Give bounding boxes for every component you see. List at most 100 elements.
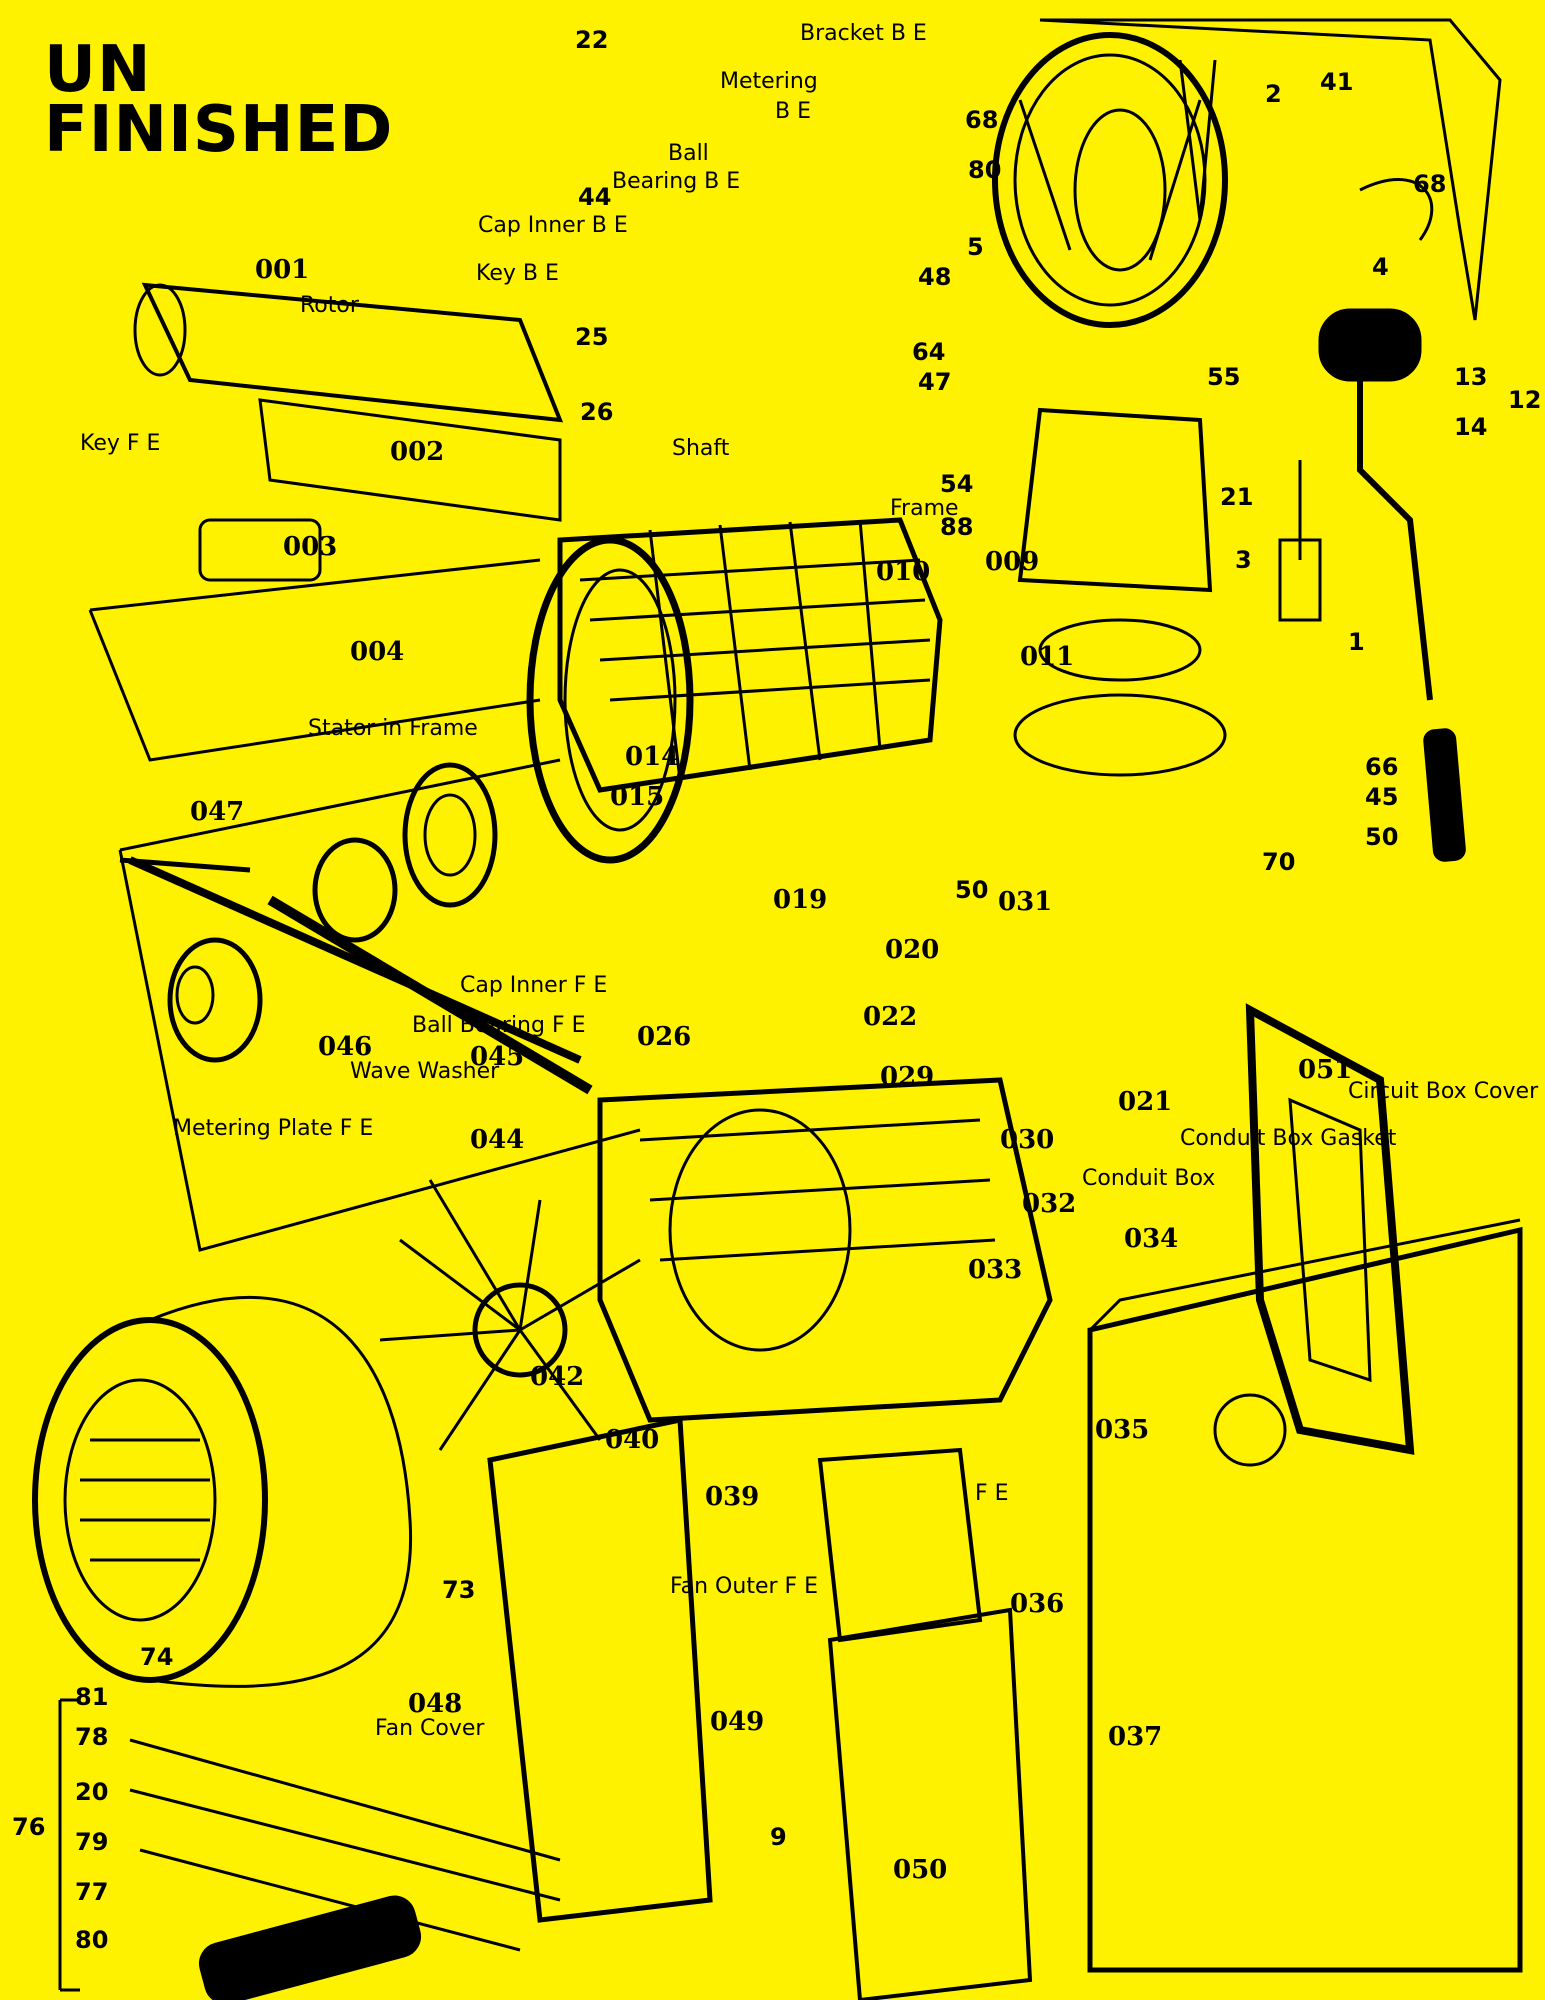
callout-label: 034 — [1124, 1224, 1178, 1254]
diagram-drawing — [32, 18, 1523, 2000]
callout-label: 009 — [985, 547, 1039, 577]
callout-label: B E — [775, 99, 811, 124]
callout-label: Metering Plate F E — [173, 1116, 373, 1141]
callout-label: 045 — [470, 1042, 524, 1072]
callout-label: 048 — [408, 1689, 462, 1719]
callout-label: 74 — [140, 1643, 173, 1671]
callout-label: 50 — [955, 876, 988, 904]
callout-label: 035 — [1095, 1415, 1149, 1445]
callout-label: Stator in Frame — [308, 716, 478, 741]
callout-label: Fan Cover — [375, 1716, 485, 1741]
callout-label: 48 — [918, 263, 951, 291]
callout-label: 002 — [390, 437, 444, 467]
callout-label: 5 — [967, 233, 984, 261]
callout-label: 047 — [190, 797, 244, 827]
callout-label: 2 — [1265, 80, 1282, 108]
callout-label: 80 — [75, 1926, 108, 1954]
callout-label: 78 — [75, 1723, 108, 1751]
callout-label: 79 — [75, 1828, 108, 1856]
callout-label: 030 — [1000, 1125, 1054, 1155]
brand-logo: UN FINISHED — [44, 33, 394, 167]
callout-label: 64 — [912, 338, 945, 366]
callout-label: 050 — [893, 1855, 947, 1885]
callout-label: 55 — [1207, 363, 1240, 391]
callout-label: 25 — [575, 323, 608, 351]
callout-label: Shaft — [672, 436, 730, 461]
callout-label: 54 — [940, 470, 973, 498]
callout-label: 044 — [470, 1125, 524, 1155]
callout-label: 3 — [1235, 546, 1252, 574]
callout-label: 019 — [773, 885, 827, 915]
callout-label: 033 — [968, 1255, 1022, 1285]
callout-label: 4 — [1372, 253, 1389, 281]
callout-label: 73 — [442, 1576, 475, 1604]
brand-line-1: UN — [44, 33, 152, 107]
callout-label: 50 — [1365, 823, 1398, 851]
callout-label: Fan Outer F E — [670, 1574, 818, 1599]
callout-label: 040 — [605, 1425, 659, 1455]
callout-label: 68 — [965, 106, 998, 134]
callout-label: 14 — [1454, 413, 1487, 441]
callout-label: 036 — [1010, 1589, 1064, 1619]
callout-label: 21 — [1220, 483, 1253, 511]
callout-label: Ball Bearing F E — [412, 1013, 586, 1038]
callout-label: 80 — [968, 156, 1001, 184]
callout-label: 26 — [580, 398, 613, 426]
callout-label: 001 — [255, 255, 309, 285]
callout-label: 76 — [12, 1813, 45, 1841]
callout-label: 70 — [1262, 848, 1295, 876]
callout-label: 22 — [575, 26, 608, 54]
callout-label: 014 — [625, 742, 679, 772]
callout-label: 9 — [770, 1823, 787, 1851]
callout-label: Conduit Box Gasket — [1180, 1126, 1397, 1151]
callout-label: 77 — [75, 1878, 108, 1906]
callout-label: Cap Inner B E — [478, 213, 628, 238]
callout-label: Rotor — [300, 293, 360, 318]
callout-label: 010 — [876, 557, 930, 587]
callout-label: 051 — [1298, 1055, 1352, 1085]
brand-line-2: FINISHED — [44, 93, 394, 167]
callout-label: Bearing B E — [612, 169, 740, 194]
callout-label: Wave Washer — [350, 1059, 500, 1084]
callout-label: 029 — [880, 1062, 934, 1092]
callout-label: 47 — [918, 368, 951, 396]
callout-label: 12 — [1508, 386, 1541, 414]
callout-label: Cap Inner F E — [460, 973, 607, 998]
callout-label: Key B E — [476, 261, 559, 286]
callout-label: 81 — [75, 1683, 108, 1711]
callout-label: Key F E — [80, 431, 160, 456]
callout-label: Bracket B E — [800, 21, 927, 46]
callout-label: 026 — [637, 1022, 691, 1052]
callout-label: 004 — [350, 637, 404, 667]
callout-label: 41 — [1320, 68, 1353, 96]
callout-label: Metering — [720, 69, 818, 94]
callout-label: 039 — [705, 1482, 759, 1512]
callout-label: 032 — [1022, 1189, 1076, 1219]
callout-label: 020 — [885, 935, 939, 965]
callout-label: 88 — [940, 513, 973, 541]
callout-label: Conduit Box — [1082, 1166, 1215, 1191]
callout-label: 011 — [1020, 642, 1074, 672]
callout-label: 68 — [1413, 170, 1446, 198]
callout-label: 1 — [1348, 628, 1365, 656]
callout-label: 44 — [578, 183, 611, 211]
callout-label: 015 — [610, 782, 664, 812]
callout-label: 031 — [998, 887, 1052, 917]
callout-label: 046 — [318, 1032, 372, 1062]
callout-label: 021 — [1118, 1087, 1172, 1117]
callout-label: Circuit Box Cover — [1348, 1079, 1539, 1104]
callout-label: 042 — [530, 1362, 584, 1392]
callout-label: Frame — [890, 496, 959, 521]
callout-label: 003 — [283, 532, 337, 562]
callout-label: Ball — [668, 141, 709, 166]
callout-label: 049 — [710, 1707, 764, 1737]
callout-label: 037 — [1108, 1722, 1162, 1752]
callout-label: 45 — [1365, 783, 1398, 811]
callout-label: F E — [975, 1481, 1009, 1506]
callout-label: 13 — [1454, 363, 1487, 391]
callout-label: 20 — [75, 1778, 108, 1806]
part-labels: 22 Bracket B E Metering B E Ball Bearing… — [12, 21, 1541, 1954]
callout-label: 022 — [863, 1002, 917, 1032]
callout-label: 66 — [1365, 753, 1398, 781]
